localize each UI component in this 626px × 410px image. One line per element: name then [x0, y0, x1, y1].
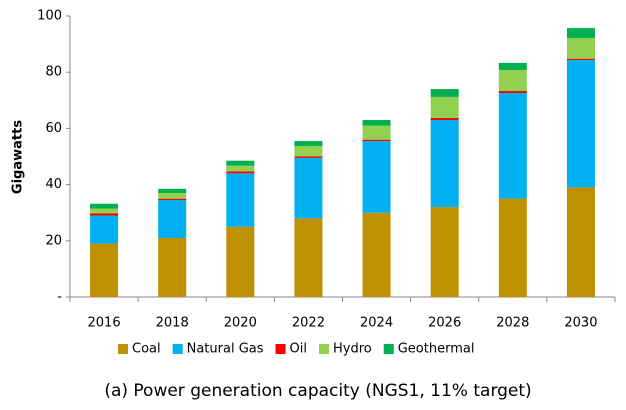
x-tick-label: 2022 [292, 316, 325, 331]
legend-swatch [118, 344, 128, 354]
legend-swatch [318, 344, 329, 354]
bar-segment [158, 200, 187, 238]
bar-segment [566, 37, 595, 59]
bar-segment [226, 171, 255, 174]
x-tick-label: 2030 [564, 316, 597, 331]
legend-swatch [275, 344, 286, 354]
legend-label: Hydro [333, 342, 372, 357]
bar-segment [430, 96, 459, 119]
bar-segment [498, 69, 527, 92]
bar-segment [158, 237, 187, 297]
bar-segment [90, 213, 119, 216]
legend-label: Geothermal [398, 342, 475, 357]
x-tick-label: 2024 [360, 316, 393, 331]
bar-segment [566, 28, 595, 38]
bar-segment [498, 91, 527, 93]
bar-segment [362, 125, 391, 140]
bar-segment [362, 212, 391, 297]
bar-segment [566, 187, 595, 297]
bar-segment [498, 62, 527, 70]
legend-label: Natural Gas [187, 342, 264, 357]
bar-segment [294, 141, 323, 147]
y-axis-label: Gigawatts [11, 120, 26, 194]
bar-segment [90, 243, 119, 297]
bar-segment [362, 139, 391, 142]
y-tick-label: 60 [45, 121, 62, 136]
bar-segment [566, 58, 595, 61]
x-tick-label: 2028 [496, 316, 529, 331]
bar-segment [430, 119, 459, 208]
legend-label: Oil [290, 342, 307, 357]
bar-segment [294, 157, 323, 219]
bar-segment [294, 218, 323, 297]
bar-segment [566, 60, 595, 188]
x-tick-label: 2020 [224, 316, 257, 331]
bar-segment [158, 193, 187, 199]
bar-segment [294, 156, 323, 158]
bar-segment [294, 146, 323, 157]
bar-segment [226, 165, 255, 172]
x-tick-label: 2018 [156, 316, 189, 331]
y-tick-label: - [57, 290, 62, 305]
bar-segment [90, 208, 119, 214]
bar-segment [90, 203, 119, 209]
bar-segment [362, 119, 391, 126]
bar-segment [430, 89, 459, 97]
x-tick-label: 2016 [88, 316, 121, 331]
y-tick-label: 20 [45, 233, 62, 248]
x-tick-label: 2026 [428, 316, 461, 331]
bar-segment [226, 226, 255, 297]
bar-segment [362, 141, 391, 213]
legend-swatch [383, 344, 394, 354]
bar-segment [226, 173, 255, 227]
y-tick-label: 40 [45, 177, 62, 192]
bar-segment [498, 198, 527, 297]
caption: (a) Power generation capacity (NGS1, 11%… [104, 381, 531, 401]
y-tick-label: 100 [37, 9, 62, 24]
bar-segment [226, 160, 255, 166]
bar-segment [90, 215, 119, 244]
bar-segment [498, 92, 527, 199]
y-tick-label: 80 [45, 65, 62, 80]
legend-swatch [172, 344, 183, 354]
bar-segment [158, 198, 187, 201]
bar-segment [430, 207, 459, 297]
bar-segment [158, 188, 187, 194]
bar-segment [430, 118, 459, 120]
legend-label: Coal [132, 342, 161, 357]
